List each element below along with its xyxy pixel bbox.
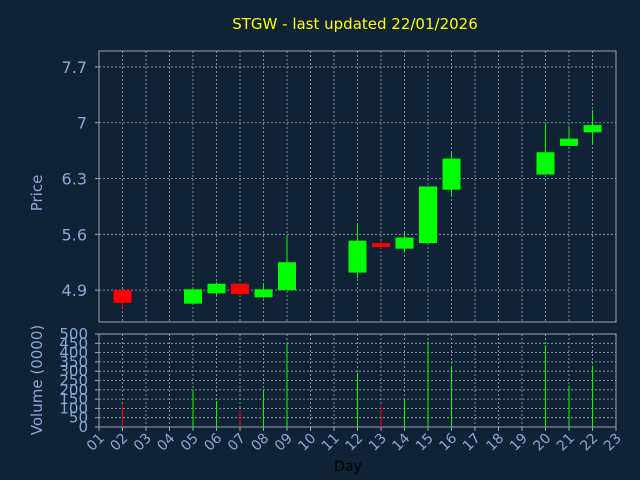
candle-body [254, 289, 273, 298]
x-tick-label: 10 [295, 431, 319, 455]
volume-tick-label: 350 [59, 353, 88, 371]
x-tick-label: 15 [413, 431, 437, 455]
x-axis: 01 02 03 04 05 06 07 08 09 10 11 12 13 14 15 16 17 18 19 20… [84, 427, 625, 454]
price-tick-label: 5.6 [62, 225, 87, 244]
x-tick-label: 08 [248, 431, 272, 455]
x-tick-label: 21 [554, 431, 578, 455]
x-tick-label: 17 [460, 431, 484, 455]
price-tick-label: 6.3 [62, 170, 87, 189]
candle-body [419, 186, 437, 244]
volume-tick-label: 150 [59, 390, 88, 408]
x-tick-label: 04 [154, 430, 178, 454]
x-tick-label: 03 [131, 431, 155, 455]
x-tick-label: 23 [601, 431, 625, 455]
x-tick-label: 09 [272, 431, 296, 455]
x-tick-label: 14 [389, 430, 413, 454]
volume-tick-label: 450 [59, 334, 88, 352]
price-tick-label: 4.9 [62, 281, 87, 300]
x-tick-label: 06 [201, 430, 225, 454]
x-tick-label: 13 [366, 431, 390, 455]
volume-axis-label: Volume (0000) [28, 325, 46, 435]
candle-body [536, 152, 555, 175]
price-axis-label: Price [28, 175, 46, 212]
x-tick-label: 02 [107, 431, 131, 455]
candle-body [395, 237, 414, 249]
candle-body [348, 240, 367, 273]
price-panel: 4.9 5.6 6.3 7 7.7 [62, 50, 617, 323]
candle-body [207, 283, 226, 294]
volume-tick-label: 200 [59, 381, 88, 399]
x-tick-label: 07 [225, 431, 249, 455]
x-tick-label: 05 [178, 431, 202, 455]
candle-body [231, 283, 249, 295]
candle-body [583, 125, 602, 133]
x-tick-label: 12 [342, 431, 366, 455]
x-tick-label: 18 [483, 431, 507, 455]
x-tick-label: 19 [507, 431, 531, 455]
x-tick-label: 22 [577, 431, 601, 455]
candle-body [560, 138, 578, 146]
price-tick-label: 7 [77, 114, 87, 133]
candle-body [442, 158, 461, 190]
volume-tick-label: 50 [69, 409, 88, 427]
volume-tick-label: 250 [59, 372, 88, 390]
chart-title: STGW - last updated 22/01/2026 [232, 15, 478, 33]
x-tick-label: 11 [319, 431, 343, 455]
x-axis-label: Day [334, 459, 362, 475]
volume-tick-label: 300 [59, 362, 88, 380]
price-tick-label: 7.7 [62, 58, 87, 77]
volume-tick-label: 0 [78, 418, 88, 436]
x-tick-label: 20 [530, 431, 554, 455]
candle-body [372, 243, 390, 248]
candle-body [113, 290, 132, 303]
volume-tick-label: 100 [59, 399, 88, 417]
x-tick-label: 16 [436, 430, 460, 454]
candle-body [184, 289, 202, 304]
candle-body [278, 262, 296, 291]
volume-tick-label: 500 [59, 325, 88, 343]
volume-tick-label: 400 [59, 344, 88, 362]
